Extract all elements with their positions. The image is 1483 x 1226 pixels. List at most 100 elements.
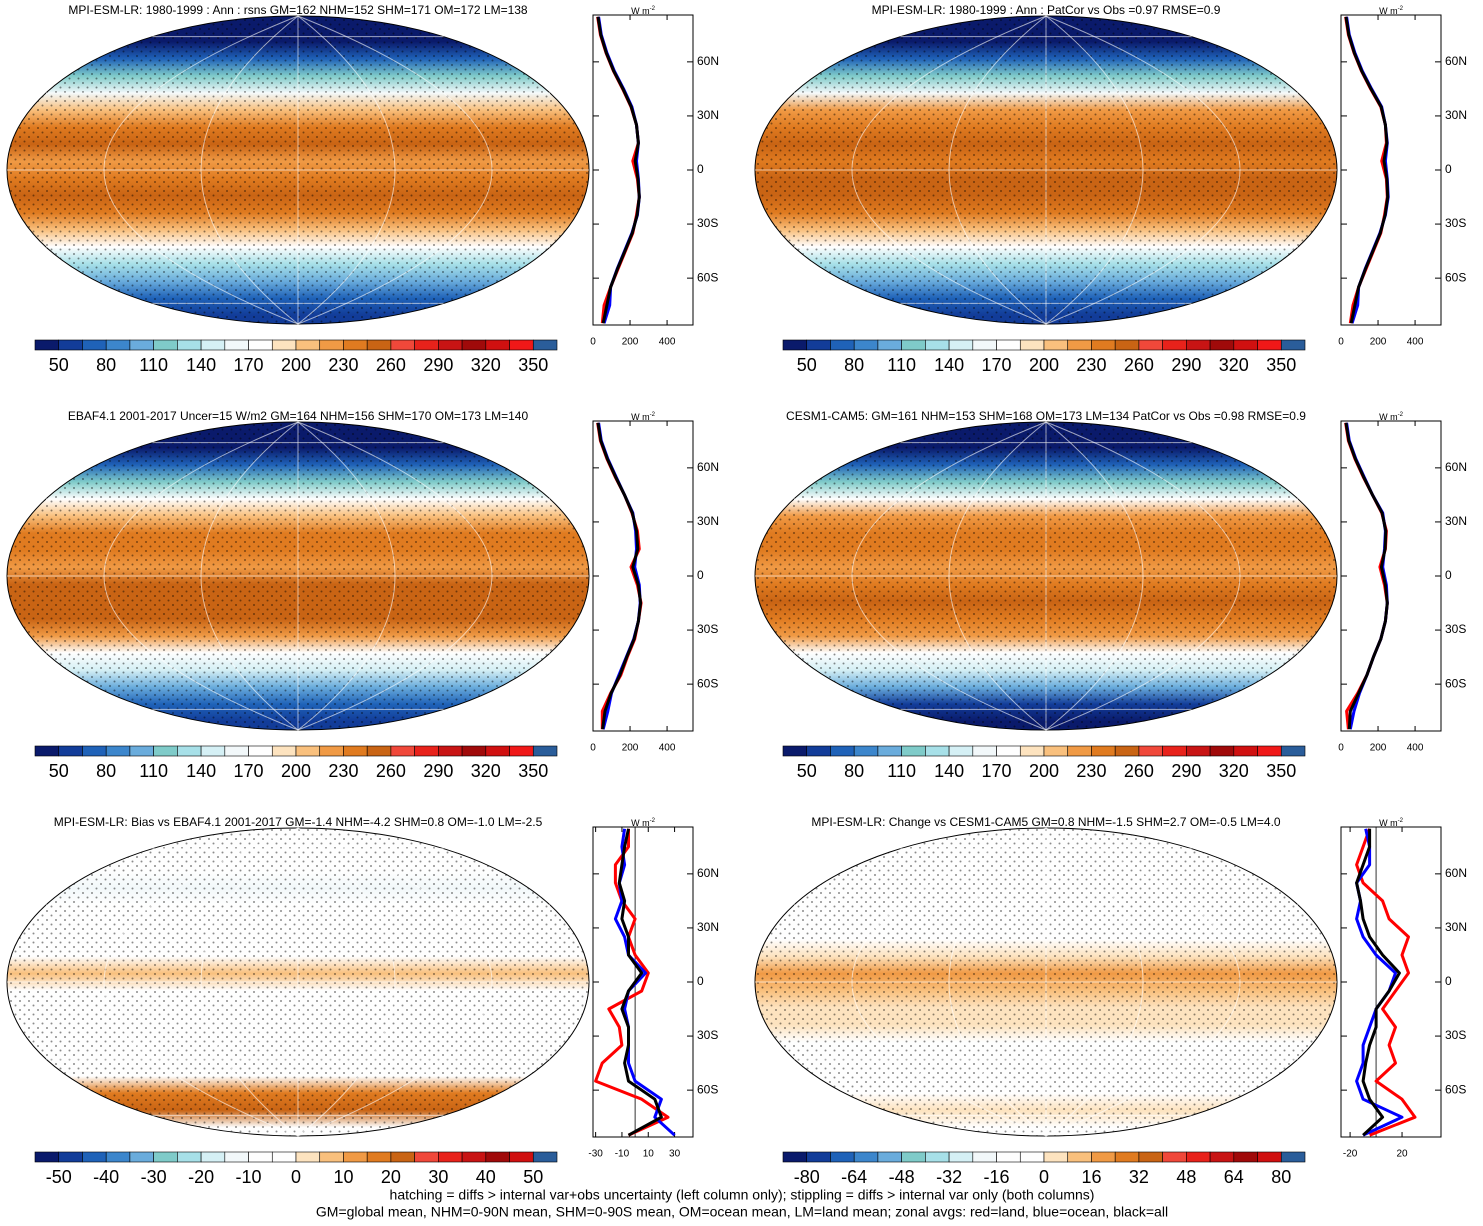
colorbar-box	[105, 339, 131, 351]
colorbar-box	[972, 339, 997, 351]
panel-title: CESM1-CAM5: GM=161 NHM=153 SHM=168 OM=17…	[786, 409, 1306, 423]
colorbar-box	[58, 1151, 83, 1163]
colorbar-label: 350	[518, 761, 548, 781]
colorbar-box	[177, 339, 202, 351]
colorbar-box	[1186, 745, 1211, 757]
graticule	[297, 827, 493, 1137]
graticule	[200, 827, 299, 1137]
y-tick-label: 30S	[697, 1028, 718, 1042]
colorbar-box	[461, 339, 487, 351]
colorbar-box	[948, 339, 974, 351]
colorbar-box	[806, 339, 831, 351]
colorbar-box	[105, 1151, 131, 1163]
colorbar-box	[853, 745, 879, 757]
colorbar-label: -10	[236, 1167, 262, 1187]
colorbar-label: 80	[96, 355, 116, 375]
colorbar-label: -64	[841, 1167, 867, 1187]
colorbar-box	[461, 745, 487, 757]
colorbar-box	[366, 339, 392, 351]
colorbar-label: -30	[141, 1167, 167, 1187]
colorbar-box	[414, 1151, 439, 1163]
colorbar-box	[782, 339, 808, 351]
panel-title: MPI-ESM-LR: 1980-1999 : Ann : rsns GM=16…	[68, 3, 528, 17]
x-tick-label: 200	[622, 743, 639, 754]
y-tick-label: 60N	[697, 54, 719, 68]
colorbar-box	[485, 745, 510, 757]
x-tick-label: 400	[659, 743, 676, 754]
colorbar-box	[82, 1151, 107, 1163]
colorbar-label: 200	[281, 355, 311, 375]
graticule	[103, 15, 299, 325]
colorbar-box	[224, 1151, 249, 1163]
graticule	[948, 15, 1047, 325]
colorbar-box	[319, 1151, 344, 1163]
colorbar-label: 230	[1076, 355, 1106, 375]
y-tick-label: 30S	[697, 216, 718, 230]
units: W m	[1379, 818, 1398, 828]
colorbar-box	[1209, 1151, 1235, 1163]
x-tick-label: 200	[622, 337, 639, 348]
colorbar-box	[248, 339, 273, 351]
colorbar-box	[1091, 1151, 1116, 1163]
units: W m	[1379, 412, 1398, 422]
colorbar-box	[295, 1151, 321, 1163]
colorbar-label: 0	[1039, 1167, 1049, 1187]
colorbar-box	[972, 1151, 997, 1163]
colorbar-box	[1138, 1151, 1163, 1163]
y-tick-label: 60S	[1445, 676, 1466, 690]
units: W m	[631, 818, 650, 828]
colorbar-box	[972, 745, 997, 757]
colorbar-box	[438, 339, 463, 351]
colorbar-box	[485, 339, 510, 351]
x-tick-label: 30	[669, 1149, 681, 1160]
colorbar-label: 80	[844, 761, 864, 781]
colorbar-box	[1114, 745, 1140, 757]
x-tick-label: 10	[643, 1149, 655, 1160]
y-tick-label: 60N	[1445, 460, 1467, 474]
colorbar-box	[1233, 745, 1258, 757]
panel: MPI-ESM-LR: Change vs CESM1-CAM5 GM=0.8 …	[754, 815, 1467, 1187]
y-tick-label: 30S	[1445, 1028, 1466, 1042]
colorbar-box	[390, 745, 415, 757]
graticule	[1045, 15, 1144, 325]
y-tick-label: 0	[1445, 162, 1452, 176]
units-label: W m-2	[631, 6, 655, 17]
colorbar-box	[1019, 1151, 1045, 1163]
colorbar-label: 80	[844, 355, 864, 375]
units: W m	[631, 6, 650, 16]
colorbar-label: 110	[139, 355, 168, 375]
colorbar-label: 200	[281, 761, 311, 781]
colorbar-box	[830, 745, 855, 757]
colorbar-label: 170	[982, 355, 1012, 375]
colorbar-box	[224, 339, 249, 351]
colorbar-box	[1280, 339, 1306, 351]
zonal-line	[1355, 828, 1401, 1137]
y-tick-label: 60S	[697, 676, 718, 690]
colorbar-box	[877, 1151, 902, 1163]
colorbar-label: -80	[794, 1167, 820, 1187]
x-tick-label: 400	[1407, 337, 1424, 348]
x-tick-label: 0	[590, 743, 596, 754]
colorbar-box	[806, 1151, 831, 1163]
colorbar-box	[1280, 745, 1306, 757]
x-tick-label: -30	[588, 1149, 603, 1160]
note: hatching = diffs > internal var+obs unce…	[390, 1187, 1095, 1203]
colorbar-label: 80	[96, 761, 116, 781]
colorbar-box	[153, 745, 178, 757]
colorbar-label: 320	[471, 761, 501, 781]
colorbar-box	[782, 1151, 808, 1163]
x-tick-label: 200	[1370, 743, 1387, 754]
y-tick-label: 30N	[697, 514, 719, 528]
colorbar-box	[295, 339, 321, 351]
y-tick-label: 60S	[697, 270, 718, 284]
units-exponent: -2	[650, 412, 656, 418]
colorbar-label: 230	[1076, 761, 1106, 781]
zonal-line	[594, 828, 670, 1137]
colorbar-label: 10	[333, 1167, 353, 1187]
plot-frame	[1340, 420, 1442, 732]
colorbar-label: 230	[328, 355, 358, 375]
x-tick-label: -20	[1343, 1149, 1358, 1160]
colorbar-box	[58, 745, 83, 757]
colorbar-box	[1257, 1151, 1282, 1163]
